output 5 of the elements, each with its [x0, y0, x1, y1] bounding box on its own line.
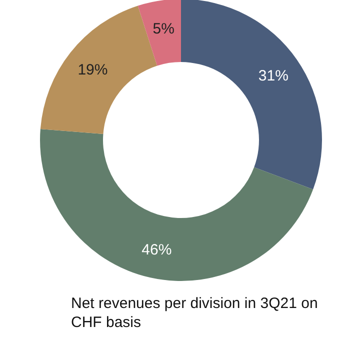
data-label: 5% [152, 20, 174, 38]
data-label: 46% [142, 241, 172, 258]
data-label: 19% [78, 62, 108, 79]
text: Net revenues per division in 3Q21 on CHF basis [71, 295, 322, 331]
data-label: 31% [258, 67, 288, 84]
